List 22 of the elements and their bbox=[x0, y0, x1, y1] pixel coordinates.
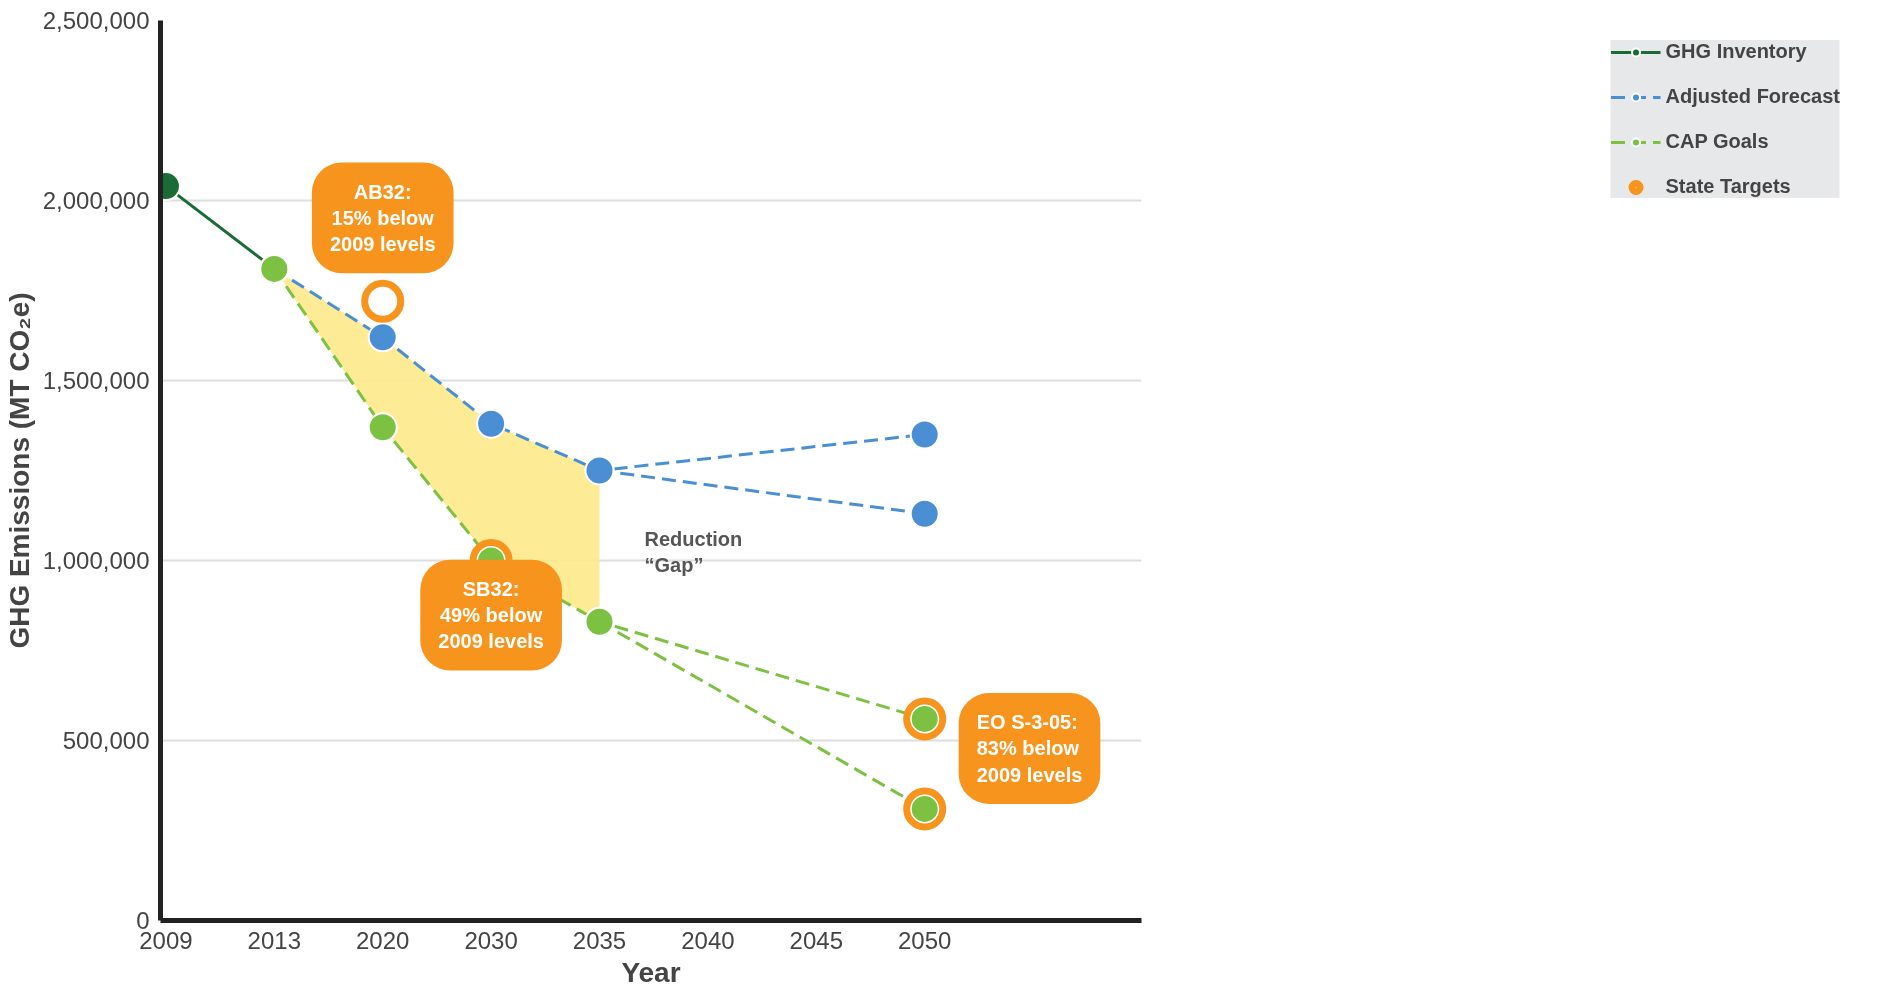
legend-label: CAP Goals bbox=[1665, 130, 1769, 153]
x-tick-label: 2045 bbox=[789, 926, 843, 954]
x-tick-label: 2030 bbox=[464, 926, 518, 954]
x-tick-label: 2050 bbox=[898, 926, 952, 954]
y-tick-label: 1,500,000 bbox=[42, 367, 150, 394]
x-tick-label: 2013 bbox=[247, 926, 302, 954]
legend-label: GHG Inventory bbox=[1665, 40, 1807, 63]
annotation: EO S-3-05: 83% below 2009 levels bbox=[976, 711, 1083, 786]
x-tick-label: 2035 bbox=[572, 926, 627, 954]
legend-label: Adjusted Forecast bbox=[1665, 85, 1840, 108]
x-axis-title: Year bbox=[621, 956, 681, 988]
y-tick-label: 2,000,000 bbox=[42, 187, 150, 214]
annotation: AB32: 15% below 2009 levels bbox=[329, 180, 436, 256]
legend-label: State Targets bbox=[1665, 175, 1791, 198]
y-axis-title: GHG Emissions (MT CO₂e) bbox=[3, 292, 35, 649]
annotation: SB32: 49% below 2009 levels bbox=[438, 577, 544, 653]
x-tick-label: 2040 bbox=[681, 926, 735, 954]
annotation: Reduction “Gap” bbox=[644, 527, 743, 577]
y-tick-label: 1,000,000 bbox=[42, 547, 150, 574]
x-tick-label: 2020 bbox=[356, 926, 410, 954]
y-tick-label: 500,000 bbox=[62, 727, 150, 754]
y-tick-label: 2,500,000 bbox=[42, 7, 150, 34]
